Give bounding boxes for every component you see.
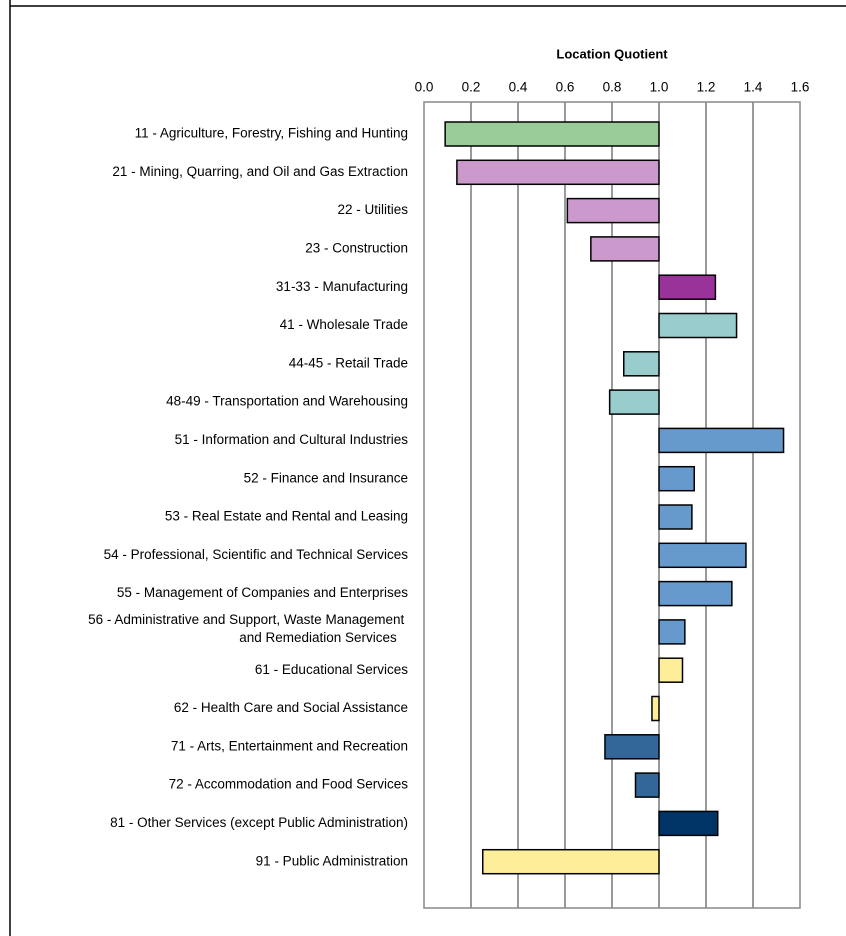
bar (658, 810, 719, 837)
y-tick-label: 53 - Real Estate and Rental and Leasing (165, 509, 408, 524)
y-tick-label: 55 - Management of Companies and Enterpr… (117, 585, 408, 600)
bar (482, 848, 660, 875)
x-tick-label: 0.2 (462, 80, 481, 95)
y-tick-label: 61 - Educational Services (255, 662, 408, 677)
x-tick-label: 0.8 (603, 80, 622, 95)
y-tick-label: 54 - Professional, Scientific and Techni… (104, 547, 409, 562)
y-tick-label: 52 - Finance and Insurance (244, 470, 408, 485)
x-tick-label: 1.4 (744, 80, 763, 95)
bar (608, 389, 660, 415)
x-tick-label: 0.6 (556, 80, 575, 95)
bar (658, 504, 693, 530)
y-tick-label: 22 - Utilities (337, 202, 408, 217)
y-tick-label: 71 - Arts, Entertainment and Recreation (171, 738, 408, 753)
x-tick-label: 0.0 (415, 80, 434, 95)
x-tick-label: 0.4 (509, 80, 528, 95)
bar (658, 274, 717, 300)
bar (604, 734, 660, 760)
bar (444, 121, 660, 147)
bar (658, 619, 686, 645)
y-tick-label: 21 - Mining, Quarring, and Oil and Gas E… (112, 164, 408, 179)
y-tick-label: 56 - Administrative and Support, Waste M… (88, 611, 408, 644)
y-tick-label: 51 - Information and Cultural Industries (175, 432, 409, 447)
y-tick-label: 48-49 - Transportation and Warehousing (166, 394, 408, 409)
bar (658, 465, 695, 492)
bar (623, 351, 660, 377)
bar (658, 427, 785, 454)
x-tick-label: 1.2 (697, 80, 716, 95)
y-tick-label: 41 - Wholesale Trade (280, 317, 408, 332)
bar (566, 197, 660, 224)
bar (658, 580, 733, 607)
bar (590, 236, 660, 262)
y-tick-label: 72 - Accommodation and Food Services (169, 777, 409, 792)
y-tick-label: 91 - Public Administration (256, 853, 408, 868)
y-tick-label: 31-33 - Manufacturing (276, 279, 408, 294)
x-tick-label: 1.6 (791, 80, 810, 95)
y-tick-label: 23 - Construction (305, 240, 408, 255)
y-tick-label: 44-45 - Retail Trade (289, 355, 408, 370)
bar (658, 657, 684, 683)
bar (651, 695, 660, 722)
x-tick-label: 1.0 (650, 80, 669, 95)
y-tick-label: 11 - Agriculture, Forestry, Fishing and … (135, 126, 408, 141)
bar (634, 772, 660, 798)
bar (658, 542, 747, 569)
axis-title: Location Quotient (556, 46, 668, 61)
y-tick-label: 62 - Health Care and Social Assistance (174, 700, 408, 715)
plot-frame (423, 101, 801, 909)
bar (456, 159, 660, 186)
y-tick-label: 81 - Other Services (except Public Admin… (110, 815, 408, 830)
bar (658, 312, 738, 339)
